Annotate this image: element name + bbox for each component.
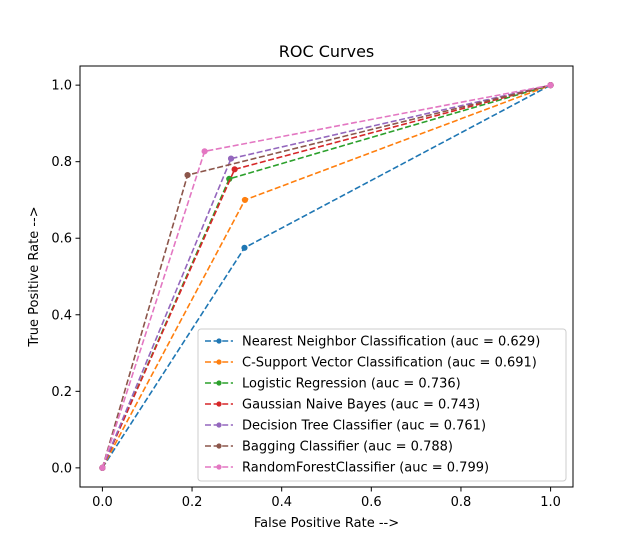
- data-point: [241, 196, 249, 204]
- legend-marker: [216, 422, 222, 428]
- legend-label: Decision Tree Classifier (auc = 0.761): [242, 419, 486, 434]
- legend-label: Logistic Regression (auc = 0.736): [242, 377, 461, 392]
- data-point: [231, 166, 238, 173]
- legend-entry: C-Support Vector Classification (auc = 0…: [205, 356, 537, 371]
- data-point: [547, 82, 554, 89]
- x-tick-label: 1.0: [540, 495, 561, 510]
- x-tick-label: 0.6: [361, 495, 382, 510]
- x-tick-label: 0.8: [451, 495, 472, 510]
- data-point: [241, 244, 248, 251]
- legend-marker: [216, 359, 222, 365]
- legend-marker: [216, 464, 222, 470]
- legend-label: C-Support Vector Classification (auc = 0…: [242, 356, 537, 371]
- legend-entry: Nearest Neighbor Classification (auc = 0…: [205, 335, 540, 350]
- y-tick-label: 0.4: [51, 308, 72, 323]
- legend-box: [197, 328, 567, 482]
- legend-entry: Gaussian Naive Bayes (auc = 0.743): [205, 398, 480, 413]
- legend: Nearest Neighbor Classification (auc = 0…: [197, 328, 567, 482]
- legend-label: Gaussian Naive Bayes (auc = 0.743): [242, 398, 480, 413]
- chart-title: ROC Curves: [279, 42, 375, 61]
- y-tick-label: 0.6: [51, 232, 72, 247]
- series-line: [101, 84, 551, 469]
- axis-ticks: 0.0 0.2 0.4 0.6 0.8 1.0 0.0 0.2 0.4 0.6 0.8 1.0: [51, 79, 561, 510]
- y-tick-label: 1.0: [51, 79, 72, 94]
- legend-marker: [216, 443, 222, 449]
- legend-marker: [216, 401, 222, 407]
- legend-label: Bagging Classifier (auc = 0.788): [242, 440, 453, 455]
- legend-label: Nearest Neighbor Classification (auc = 0…: [242, 335, 540, 350]
- x-tick-label: 0.4: [271, 495, 292, 510]
- legend-entry: Bagging Classifier (auc = 0.788): [205, 440, 453, 455]
- x-axis-label: False Positive Rate -->: [254, 516, 399, 531]
- legend-entry: Logistic Regression (auc = 0.736): [205, 377, 461, 392]
- legend-entry: Decision Tree Classifier (auc = 0.761): [205, 419, 486, 434]
- series-layer: [99, 82, 554, 471]
- data-point: [201, 148, 208, 155]
- x-tick-label: 0.0: [92, 495, 113, 510]
- legend-label: RandomForestClassifier (auc = 0.799): [242, 461, 489, 476]
- series-7: [99, 82, 554, 471]
- y-axis-label: True Positive Rate -->: [27, 206, 42, 347]
- plot-frame: [79, 65, 574, 488]
- data-point: [227, 155, 235, 162]
- y-tick-label: 0.8: [51, 155, 72, 170]
- y-tick-label: 0.0: [51, 461, 72, 476]
- x-tick-label: 0.2: [182, 495, 203, 510]
- legend-marker: [216, 380, 222, 386]
- legend-marker: [216, 338, 222, 344]
- data-point: [99, 464, 106, 471]
- legend-entry: RandomForestClassifier (auc = 0.799): [205, 461, 489, 476]
- data-point: [184, 171, 191, 179]
- y-tick-label: 0.2: [51, 385, 72, 400]
- series-line: [101, 84, 551, 469]
